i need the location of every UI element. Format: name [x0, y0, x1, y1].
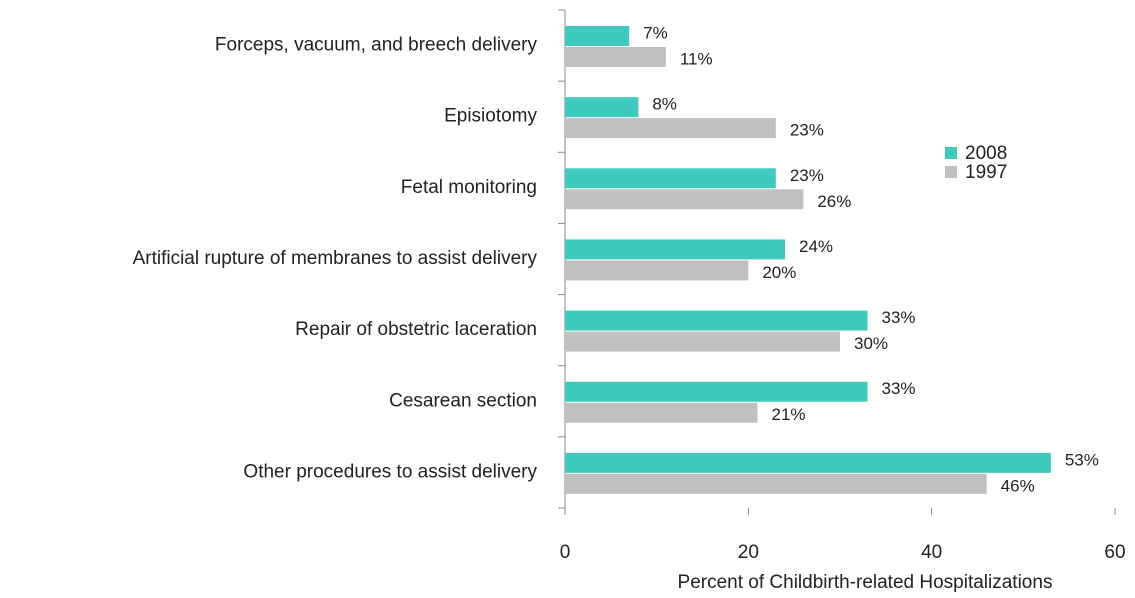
- legend-label: 1997: [965, 162, 1007, 183]
- x-tick-label: 0: [560, 542, 571, 563]
- value-label: 7%: [643, 23, 668, 42]
- category-label: Episiotomy: [444, 106, 537, 127]
- bar: [565, 402, 758, 423]
- value-label: 46%: [1001, 476, 1035, 495]
- value-label: 8%: [652, 95, 677, 114]
- bar: [565, 26, 630, 46]
- bar: [565, 452, 1051, 473]
- bar: [565, 118, 776, 139]
- bar: [565, 260, 749, 281]
- bar: [565, 239, 785, 260]
- category-label: Repair of obstetric laceration: [295, 319, 537, 340]
- category-label: Cesarean section: [389, 390, 537, 411]
- value-label: 20%: [762, 263, 796, 282]
- bar: [565, 473, 987, 494]
- bar: [565, 168, 776, 189]
- value-label: 30%: [854, 334, 888, 353]
- value-label: 24%: [799, 237, 833, 256]
- value-label: 23%: [790, 166, 824, 185]
- legend-label: 2008: [965, 143, 1007, 164]
- x-tick-label: 40: [921, 542, 942, 563]
- bar: [565, 97, 639, 118]
- x-tick-label: 60: [1104, 542, 1125, 563]
- value-label: 23%: [790, 121, 824, 140]
- legend-swatch: [945, 166, 957, 178]
- category-label: Fetal monitoring: [401, 177, 537, 198]
- category-label: Artificial rupture of membranes to assis…: [133, 248, 538, 269]
- value-label: 53%: [1065, 450, 1099, 469]
- bar: [565, 310, 868, 331]
- value-label: 26%: [817, 192, 851, 211]
- value-label: 33%: [882, 379, 916, 398]
- bar: [565, 189, 804, 210]
- bar: [565, 381, 868, 402]
- bar: [565, 47, 666, 67]
- x-axis-label: Percent of Childbirth-related Hospitaliz…: [678, 572, 1053, 593]
- category-label: Forceps, vacuum, and breech delivery: [215, 35, 538, 56]
- value-label: 33%: [882, 308, 916, 327]
- category-label: Other procedures to assist delivery: [243, 461, 537, 482]
- bar: [565, 331, 840, 352]
- value-label: 21%: [772, 405, 806, 424]
- x-tick-label: 20: [738, 542, 759, 563]
- value-label: 11%: [680, 49, 713, 68]
- legend-swatch: [945, 147, 957, 159]
